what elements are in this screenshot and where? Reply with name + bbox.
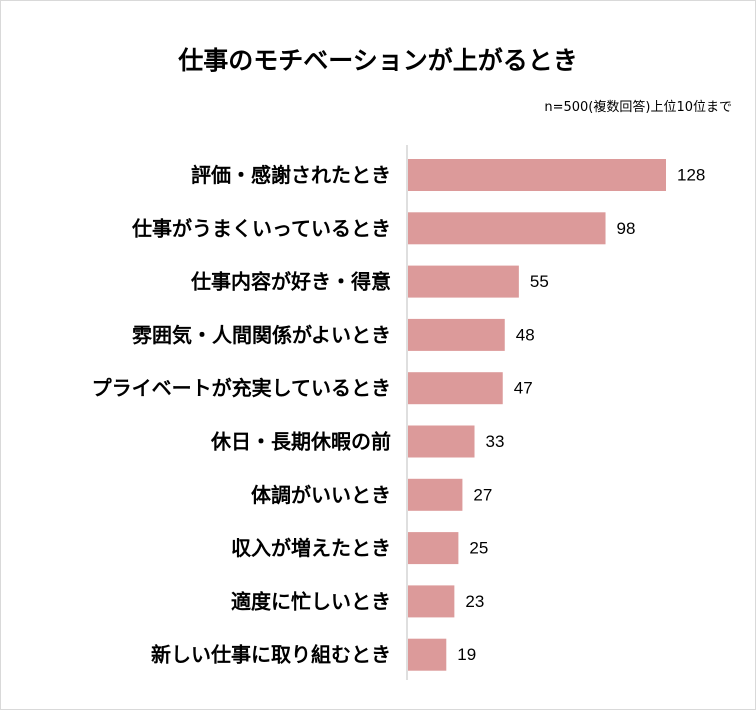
category-label: 評価・感謝されたとき xyxy=(191,163,391,187)
category-label: 新しい仕事に取り組むとき xyxy=(151,643,391,667)
data-label: 48 xyxy=(516,325,535,344)
bar xyxy=(408,265,519,298)
data-label: 23 xyxy=(465,592,484,611)
bar xyxy=(408,212,606,245)
data-label: 25 xyxy=(469,539,488,558)
bar xyxy=(408,425,475,458)
category-label: 収入が増えたとき xyxy=(231,536,391,560)
category-label: 休日・長期休暇の前 xyxy=(210,430,391,454)
data-label: 98 xyxy=(617,219,636,238)
data-label: 19 xyxy=(457,645,476,664)
data-label: 128 xyxy=(677,166,705,185)
category-label: プライベートが充実しているとき xyxy=(92,376,391,400)
category-label: 適度に忙しいとき xyxy=(231,589,391,613)
bar xyxy=(408,318,505,351)
bar xyxy=(408,159,666,191)
category-label: 体調がいいとき xyxy=(251,483,391,507)
bar xyxy=(408,638,447,671)
chart-title: 仕事のモチベーションが上がるとき xyxy=(178,46,578,75)
bar xyxy=(408,532,459,565)
data-label: 55 xyxy=(530,272,549,291)
category-label: 仕事がうまくいっているとき xyxy=(131,216,391,240)
category-label: 雰囲気・人間関係がよいとき xyxy=(132,323,391,347)
bar xyxy=(408,585,455,618)
data-label: 33 xyxy=(486,432,505,451)
data-label: 27 xyxy=(473,485,492,504)
bar xyxy=(408,372,503,405)
category-label: 仕事内容が好き・得意 xyxy=(190,270,391,294)
bar xyxy=(408,478,463,511)
chart-subtitle: n=500(複数回答)上位10位まで xyxy=(544,100,732,115)
data-label: 47 xyxy=(514,379,533,398)
